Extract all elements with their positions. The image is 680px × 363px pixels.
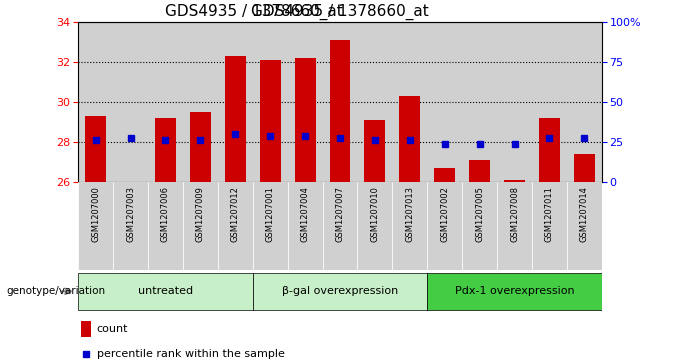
Text: count: count — [97, 324, 128, 334]
Bar — [504, 179, 525, 182]
Text: GSM1207008: GSM1207008 — [510, 186, 519, 242]
Text: untreated: untreated — [138, 286, 193, 296]
Text: GSM1207009: GSM1207009 — [196, 186, 205, 242]
Bar — [532, 22, 567, 182]
Bar — [364, 120, 386, 182]
Bar — [190, 112, 211, 182]
Bar — [155, 118, 176, 182]
Bar — [358, 182, 392, 270]
Bar — [427, 273, 602, 310]
Bar — [148, 182, 183, 270]
Bar — [253, 182, 288, 270]
Bar — [113, 182, 148, 270]
Text: Pdx-1 overexpression: Pdx-1 overexpression — [455, 286, 575, 296]
Bar — [567, 22, 602, 182]
Bar — [574, 154, 595, 182]
Bar — [462, 22, 497, 182]
Text: GDS4935 / 1378660_at: GDS4935 / 1378660_at — [165, 4, 342, 20]
Text: GSM1207005: GSM1207005 — [475, 186, 484, 242]
Bar — [322, 22, 358, 182]
Bar — [567, 182, 602, 270]
Bar — [253, 22, 288, 182]
Text: GSM1207002: GSM1207002 — [440, 186, 449, 242]
Text: GSM1207013: GSM1207013 — [405, 186, 414, 242]
Bar — [532, 182, 567, 270]
Text: GSM1207011: GSM1207011 — [545, 186, 554, 242]
Title: GDS4935 / 1378660_at: GDS4935 / 1378660_at — [251, 4, 429, 20]
Text: β-gal overexpression: β-gal overexpression — [282, 286, 398, 296]
Bar — [469, 159, 490, 182]
Bar — [497, 182, 532, 270]
Bar — [427, 182, 462, 270]
Bar — [288, 182, 322, 270]
Bar — [218, 182, 253, 270]
Bar — [462, 182, 497, 270]
Text: percentile rank within the sample: percentile rank within the sample — [97, 348, 284, 359]
Bar — [392, 22, 427, 182]
Bar — [78, 22, 113, 182]
Bar — [260, 60, 281, 182]
Bar — [81, 321, 91, 337]
Text: GSM1207004: GSM1207004 — [301, 186, 309, 242]
Bar — [253, 273, 427, 310]
Bar — [148, 22, 183, 182]
Text: GSM1207010: GSM1207010 — [371, 186, 379, 242]
Text: genotype/variation: genotype/variation — [7, 286, 106, 296]
Text: GSM1207007: GSM1207007 — [335, 186, 345, 242]
Bar — [497, 22, 532, 182]
Bar — [218, 22, 253, 182]
Bar — [435, 168, 455, 182]
Bar — [113, 22, 148, 182]
Bar — [78, 273, 253, 310]
Bar — [539, 118, 560, 182]
Bar — [322, 182, 358, 270]
Text: GSM1207000: GSM1207000 — [91, 186, 100, 242]
Bar — [427, 22, 462, 182]
Text: GSM1207014: GSM1207014 — [580, 186, 589, 242]
Bar — [225, 56, 245, 182]
Text: GSM1207001: GSM1207001 — [266, 186, 275, 242]
Bar — [358, 22, 392, 182]
Bar — [392, 182, 427, 270]
Text: GSM1207003: GSM1207003 — [126, 186, 135, 242]
Bar — [183, 22, 218, 182]
Bar — [330, 40, 350, 182]
Bar — [183, 182, 218, 270]
Bar — [294, 58, 316, 182]
Bar — [85, 115, 106, 182]
Bar — [78, 182, 113, 270]
Bar — [288, 22, 322, 182]
Text: GSM1207006: GSM1207006 — [161, 186, 170, 242]
Bar — [399, 96, 420, 182]
Text: GSM1207012: GSM1207012 — [231, 186, 240, 242]
